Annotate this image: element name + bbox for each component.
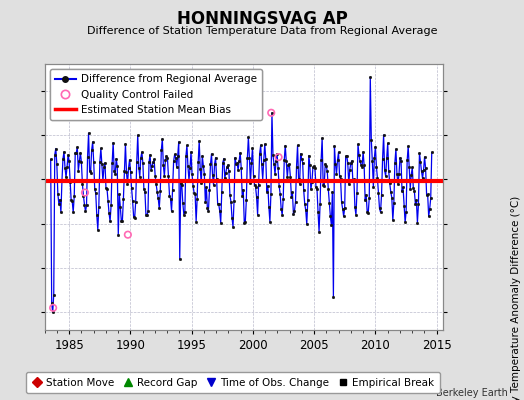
Point — [81, 189, 89, 196]
Point — [49, 305, 57, 311]
Point — [275, 154, 283, 160]
Point — [267, 110, 276, 116]
Legend: Difference from Regional Average, Quality Control Failed, Estimated Station Mean: Difference from Regional Average, Qualit… — [50, 69, 262, 120]
Text: Difference of Station Temperature Data from Regional Average: Difference of Station Temperature Data f… — [87, 26, 437, 36]
Text: HONNINGSVAG AP: HONNINGSVAG AP — [177, 10, 347, 28]
Legend: Station Move, Record Gap, Time of Obs. Change, Empirical Break: Station Move, Record Gap, Time of Obs. C… — [26, 372, 440, 393]
Text: Monthly Temperature Anomaly Difference (°C): Monthly Temperature Anomaly Difference (… — [511, 196, 521, 400]
Text: Berkeley Earth: Berkeley Earth — [436, 388, 508, 398]
Point — [124, 232, 132, 238]
